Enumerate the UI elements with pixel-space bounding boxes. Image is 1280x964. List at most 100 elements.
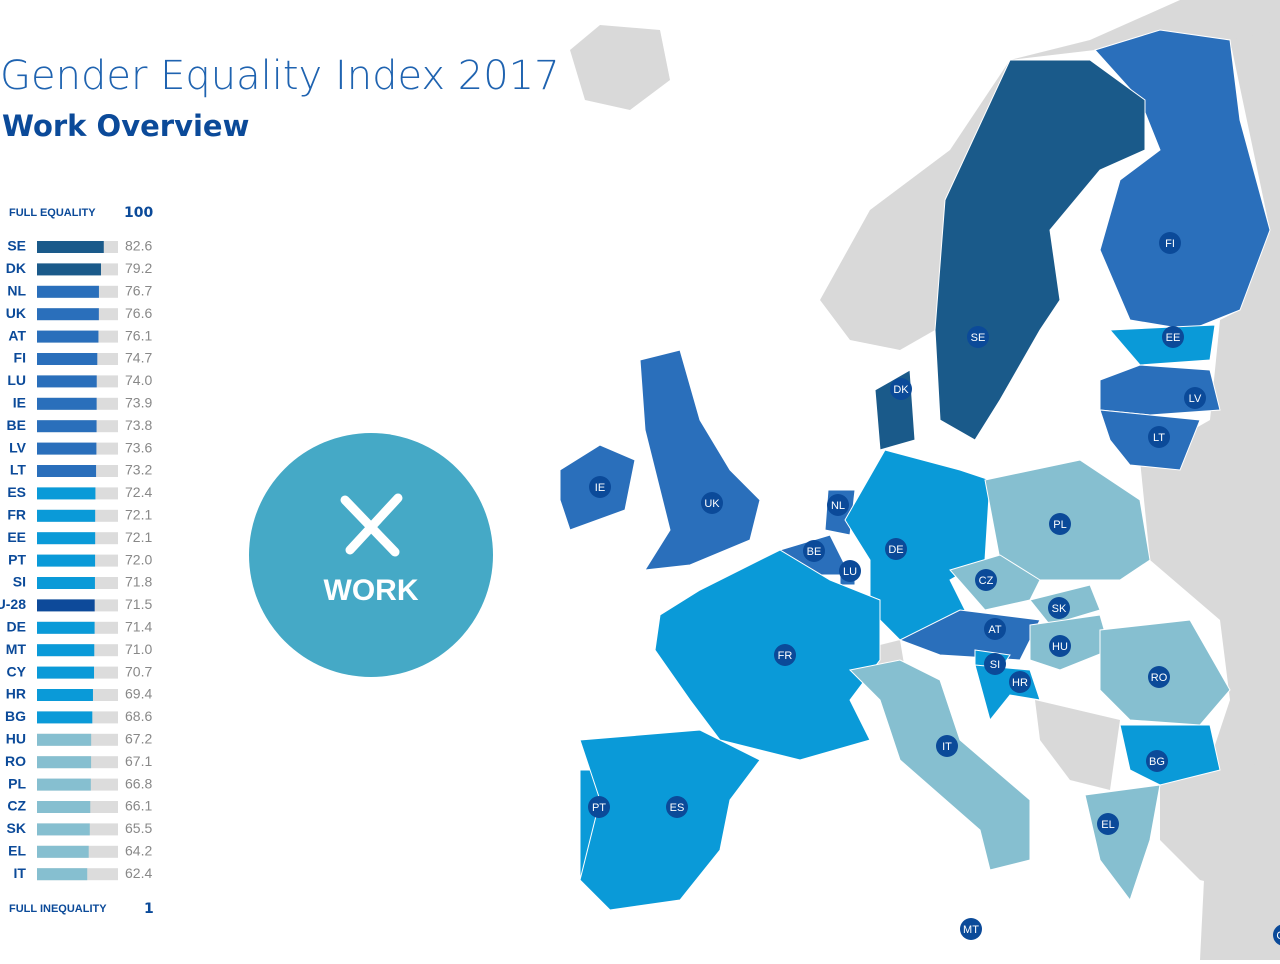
country-code: HU: [6, 731, 26, 747]
value-label: 73.8: [125, 417, 152, 433]
bar: [37, 711, 93, 724]
country-marker: [774, 644, 796, 666]
country-label: NL: [831, 500, 845, 512]
value-label: 67.2: [125, 731, 152, 747]
country-code: EE: [7, 529, 26, 545]
subtitle: Work Overview: [2, 109, 249, 143]
country-code: ES: [7, 484, 26, 500]
value-label: 76.7: [125, 283, 152, 299]
value-label: 82.6: [125, 238, 152, 254]
country-label: IE: [595, 482, 605, 494]
country-marker: [1009, 671, 1031, 693]
bar: [37, 599, 95, 612]
value-label: 65.5: [125, 820, 152, 836]
country-label: EE: [1166, 332, 1181, 344]
value-label: 79.2: [125, 260, 152, 276]
country-marker: [1049, 513, 1071, 535]
country-code: IT: [14, 865, 27, 881]
country-marker: [701, 492, 723, 514]
country-code: CZ: [7, 798, 26, 814]
bar: [37, 554, 96, 567]
country-code: DK: [6, 260, 26, 276]
country-marker: [975, 569, 997, 591]
country-label: SE: [971, 332, 986, 344]
country-code: MT: [6, 641, 27, 657]
value-label: 72.4: [125, 484, 152, 500]
country-label: LT: [1153, 432, 1165, 444]
bar: [37, 330, 99, 343]
country-marker: [839, 560, 861, 582]
country-label: PT: [592, 802, 606, 814]
country-code: HR: [6, 686, 26, 702]
value-label: 74.0: [125, 372, 152, 388]
value-label: 76.6: [125, 305, 152, 321]
country-label: AT: [988, 624, 1002, 636]
bar: [37, 241, 104, 253]
country: [848, 659, 1031, 871]
bar: [37, 285, 99, 298]
country: [1119, 724, 1221, 786]
country-code: EL: [8, 843, 26, 859]
country-marker: [803, 540, 825, 562]
country-code: SK: [7, 820, 26, 836]
country-code: EU-28: [0, 596, 26, 612]
bar: [37, 778, 91, 791]
country-label: LU: [843, 566, 857, 578]
value-label: 71.5: [125, 596, 152, 612]
country-label: PL: [1053, 519, 1066, 531]
land: [570, 25, 670, 110]
value-label: 72.1: [125, 529, 152, 545]
country: [934, 59, 1146, 441]
value-label: 70.7: [125, 663, 152, 679]
bar: [37, 801, 91, 813]
work-icon: [340, 493, 403, 557]
bar: [37, 375, 97, 388]
land: [1160, 760, 1280, 900]
country-code: DE: [7, 619, 26, 635]
country-marker: [588, 796, 610, 818]
country-marker: [967, 326, 989, 348]
country: [844, 449, 991, 641]
country-label: IT: [942, 741, 952, 753]
country-marker: [984, 618, 1006, 640]
country-label: BG: [1149, 756, 1165, 768]
country-label: CY: [1276, 930, 1280, 942]
country-marker: [936, 735, 958, 757]
country-marker: [1146, 750, 1168, 772]
value-label: 74.7: [125, 350, 152, 366]
land: [1140, 30, 1280, 960]
country-label: DK: [893, 384, 909, 396]
country-label: RO: [1151, 672, 1168, 684]
country-label: CZ: [979, 575, 994, 587]
bar: [37, 756, 92, 769]
value-label: 72.1: [125, 507, 152, 523]
bar: [37, 532, 96, 545]
country-code: UK: [6, 305, 26, 321]
country: [1084, 784, 1161, 902]
full-inequality-label: FULL INEQUALITY: [9, 903, 107, 915]
bar: [37, 621, 95, 634]
country-marker: [1159, 232, 1181, 254]
value-label: 66.1: [125, 798, 152, 814]
value-label: 64.2: [125, 843, 152, 859]
country-marker: [960, 918, 982, 940]
country-marker: [1148, 426, 1170, 448]
country-code: IE: [13, 395, 26, 411]
country: [1108, 324, 1216, 366]
country-code: LT: [10, 462, 27, 478]
country-code: BE: [7, 417, 26, 433]
country-label: MT: [963, 924, 979, 936]
country-marker: [1048, 597, 1070, 619]
bar: [37, 644, 95, 657]
value-label: 62.4: [125, 865, 152, 881]
value-label: 71.0: [125, 641, 152, 657]
country-marker: [984, 653, 1006, 675]
value-label: 68.6: [125, 708, 152, 724]
country-label: SI: [990, 659, 1000, 671]
country-label: LV: [1189, 393, 1202, 405]
country-marker: [1184, 387, 1206, 409]
land: [1035, 700, 1120, 790]
bar: [37, 263, 101, 276]
country-code: SI: [13, 574, 26, 590]
